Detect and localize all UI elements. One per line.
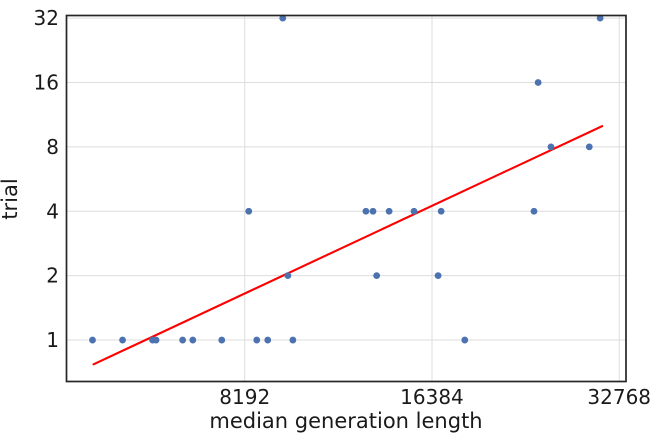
data-point (152, 336, 160, 344)
tick-label-layer: 8192 16384 32768 1 2 4 8 16 32 (34, 6, 651, 409)
data-point (119, 336, 126, 344)
data-point (289, 336, 297, 344)
x-axis-label: median generation length (209, 409, 482, 433)
data-point (253, 336, 261, 344)
y-tick-label: 16 (34, 70, 59, 94)
data-point (585, 143, 593, 151)
data-point (179, 336, 187, 344)
data-point (245, 207, 253, 215)
data-point (434, 272, 442, 280)
y-tick-label: 8 (46, 135, 59, 159)
data-point (369, 207, 377, 215)
data-point (189, 336, 197, 344)
data-point (362, 207, 370, 215)
data-point (534, 79, 542, 86)
data-point (547, 143, 555, 151)
data-point (437, 207, 445, 215)
data-point (89, 336, 96, 344)
trend-line-layer (92, 125, 604, 366)
data-point (373, 272, 381, 280)
y-tick-label: 2 (46, 264, 59, 288)
data-point (596, 14, 604, 22)
y-tick-label: 1 (46, 328, 59, 352)
data-point (279, 14, 287, 22)
data-point (284, 272, 292, 280)
data-point (385, 207, 393, 215)
y-axis-label: trial (0, 178, 22, 219)
plot-frame (65, 14, 627, 383)
data-point-layer (89, 14, 604, 344)
y-tick-label: 32 (34, 6, 59, 30)
data-point (264, 336, 272, 344)
y-tick-label: 4 (46, 199, 59, 223)
data-point (530, 207, 538, 215)
x-tick-label: 32768 (587, 385, 651, 409)
x-tick-label: 16384 (400, 385, 464, 409)
data-point (218, 336, 226, 344)
x-tick-label: 8192 (219, 385, 270, 409)
trend-line (92, 125, 604, 366)
data-point (461, 336, 469, 344)
data-point (410, 207, 418, 215)
grid-layer (66, 15, 626, 382)
